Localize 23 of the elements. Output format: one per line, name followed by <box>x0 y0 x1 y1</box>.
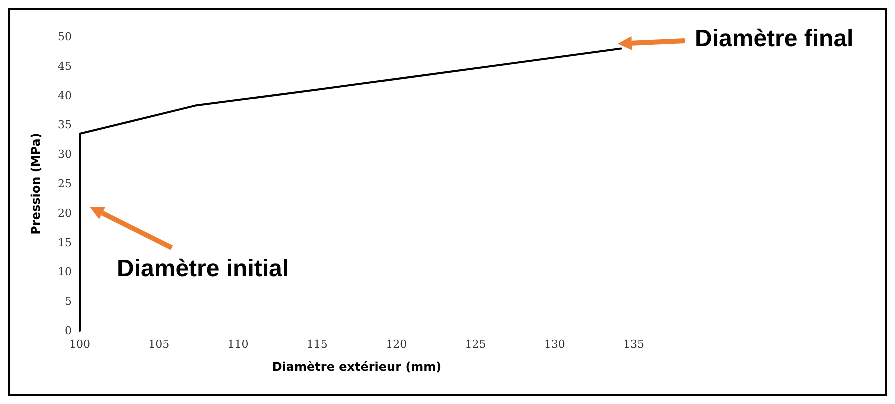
y-tick-label: 25 <box>58 178 72 190</box>
x-tick-label: 110 <box>228 338 249 351</box>
y-tick-label: 20 <box>58 206 72 220</box>
annotation: Diamètre initial <box>117 255 290 282</box>
y-tick-label: 15 <box>58 236 72 250</box>
x-tick-label: 100 <box>70 338 90 351</box>
text: Diamètre final <box>695 25 854 52</box>
y-axis-title: Pression (MPa) <box>29 133 43 235</box>
y-tick-label: 40 <box>58 89 72 102</box>
y-tick-label: 45 <box>58 60 72 73</box>
x-tick-label: 115 <box>306 338 328 351</box>
x-axis-title: Diamètre extérieur (mm) <box>272 360 442 374</box>
y-tick-label: 30 <box>58 148 72 162</box>
x-tick-label: 120 <box>386 338 408 351</box>
y-tick-label: 5 <box>65 295 72 308</box>
y-tick-label: 50 <box>58 30 72 44</box>
x-tick-label: 125 <box>465 338 486 351</box>
y-tick-label: 10 <box>58 266 72 279</box>
x-tick-label: 105 <box>148 338 170 351</box>
x-tick-label: 135 <box>624 338 644 351</box>
y-tick-label: 0 <box>65 324 72 338</box>
x-tick-label: 130 <box>544 338 566 351</box>
y-tick-label: 35 <box>58 118 72 132</box>
